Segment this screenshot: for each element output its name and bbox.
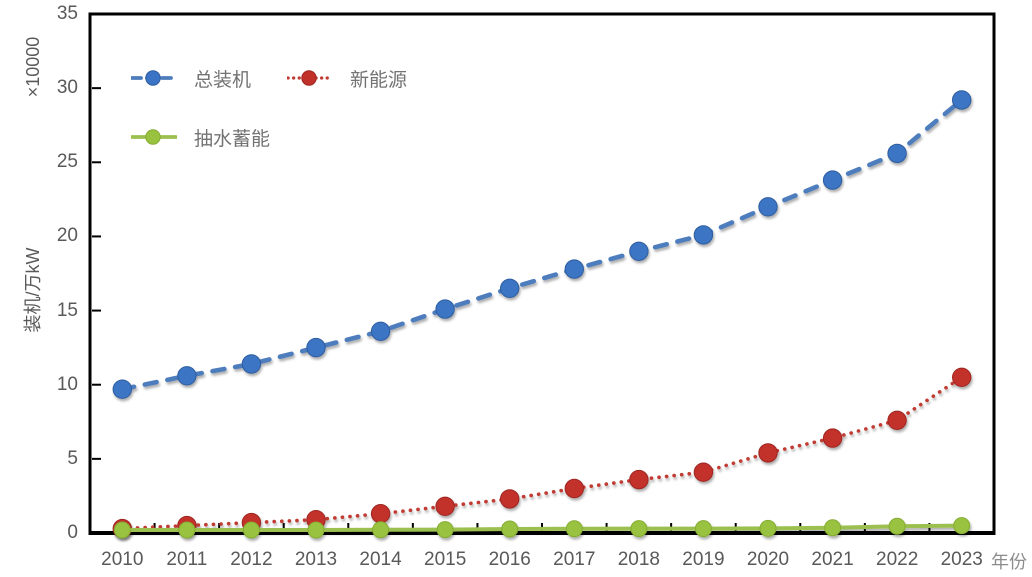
- x-tick-label: 2020: [746, 549, 790, 570]
- new-energy-point-2020: [758, 443, 778, 463]
- pumped-storage-point-2010: [113, 521, 131, 539]
- y-tick-label: 5: [67, 447, 78, 469]
- new-energy-point-2017: [564, 478, 584, 499]
- y-tick-label: 15: [56, 299, 78, 321]
- new-energy-point-2018: [629, 469, 649, 490]
- total-installed-point-2015: [435, 299, 455, 319]
- legend-item-total-installed: 总装机: [131, 65, 251, 92]
- x-axis-title: 年份: [991, 552, 1027, 572]
- total-installed-point-2011: [177, 366, 197, 386]
- total-installed-point-2018: [629, 241, 649, 262]
- x-tick-label: 2011: [166, 549, 208, 570]
- pumped-storage-point-2016: [501, 520, 519, 538]
- legend: 总装机 新能源 抽水蓄能: [131, 65, 443, 151]
- new-energy-legend-marker: [287, 70, 334, 86]
- y-tick-label: 25: [56, 151, 78, 173]
- legend-item-pumped-storage: 抽水蓄能: [131, 124, 270, 151]
- total-installed-point-2013: [306, 337, 326, 358]
- pumped-storage-series: [113, 517, 971, 539]
- x-tick-label: 2022: [876, 549, 919, 570]
- y-axis-title: 装机/万kW: [23, 247, 43, 333]
- total-installed-point-2017: [564, 259, 584, 279]
- pumped-storage-point-2011: [178, 521, 196, 539]
- pumped-storage-point-2012: [242, 521, 260, 539]
- pumped-storage-point-2023: [953, 517, 971, 535]
- new-energy-point-2023: [952, 367, 972, 387]
- pumped-storage-line: [120, 523, 964, 532]
- pumped-storage-point-2022: [888, 517, 906, 535]
- total-installed-series: [112, 90, 972, 399]
- total-installed-point-2019: [693, 225, 714, 245]
- pumped-storage-point-2021: [824, 519, 842, 537]
- x-tick-label: 2013: [294, 549, 338, 570]
- y-tick-label: 30: [56, 77, 78, 99]
- pumped-storage-point-2017: [565, 520, 583, 538]
- total-installed-line: [120, 97, 964, 392]
- new-energy-point-2019: [693, 462, 714, 482]
- total-installed-point-2023: [952, 90, 972, 110]
- new-energy-point-2014: [370, 504, 391, 524]
- total-installed-point-2012: [241, 354, 262, 374]
- new-energy-point-2016: [500, 489, 520, 509]
- x-tick-label: 2017: [553, 549, 596, 570]
- x-tick-label: 2018: [617, 549, 660, 570]
- total-installed-point-2021: [822, 170, 843, 190]
- new-energy-point-2021: [822, 428, 843, 448]
- y-tick-label: 20: [56, 225, 78, 247]
- y-tick-label: 10: [56, 373, 78, 395]
- new-energy-point-2015: [435, 496, 455, 516]
- pumped-storage-point-2019: [694, 520, 712, 538]
- legend-item-new-energy: 新能源: [287, 65, 407, 92]
- total-installed-point-2022: [887, 143, 907, 164]
- x-tick-label: 2014: [359, 549, 402, 570]
- legend-label: 新能源: [350, 69, 408, 91]
- pumped-storage-legend-marker: [131, 129, 177, 145]
- pumped-storage-point-2018: [630, 520, 648, 538]
- x-tick-label: 2015: [424, 549, 467, 570]
- y-tick-label: 0: [67, 522, 78, 543]
- total-installed-point-2014: [370, 321, 391, 341]
- new-energy-line: [120, 375, 964, 531]
- total-installed-legend-marker: [131, 70, 177, 86]
- x-tick-label: 2021: [811, 549, 854, 570]
- pumped-storage-point-2014: [372, 521, 390, 539]
- legend-label: 抽水蓄能: [194, 128, 271, 150]
- x-tick-label: 2012: [230, 549, 273, 570]
- pumped-storage-point-2020: [759, 519, 777, 537]
- y-tick-label: 35: [56, 3, 78, 24]
- x-tick-label: 2019: [682, 549, 725, 570]
- x-tick-label: 2023: [940, 549, 983, 570]
- legend-label: 总装机: [194, 69, 252, 91]
- pumped-storage-point-2015: [436, 521, 454, 539]
- total-installed-point-2020: [758, 197, 778, 217]
- new-energy-series: [112, 367, 972, 539]
- x-tick-label: 2016: [488, 549, 531, 570]
- total-installed-point-2016: [500, 278, 520, 298]
- total-installed-point-2010: [112, 379, 133, 399]
- new-energy-point-2022: [887, 410, 907, 430]
- x-tick-label: 2010: [101, 549, 144, 570]
- pumped-storage-point-2013: [307, 521, 325, 539]
